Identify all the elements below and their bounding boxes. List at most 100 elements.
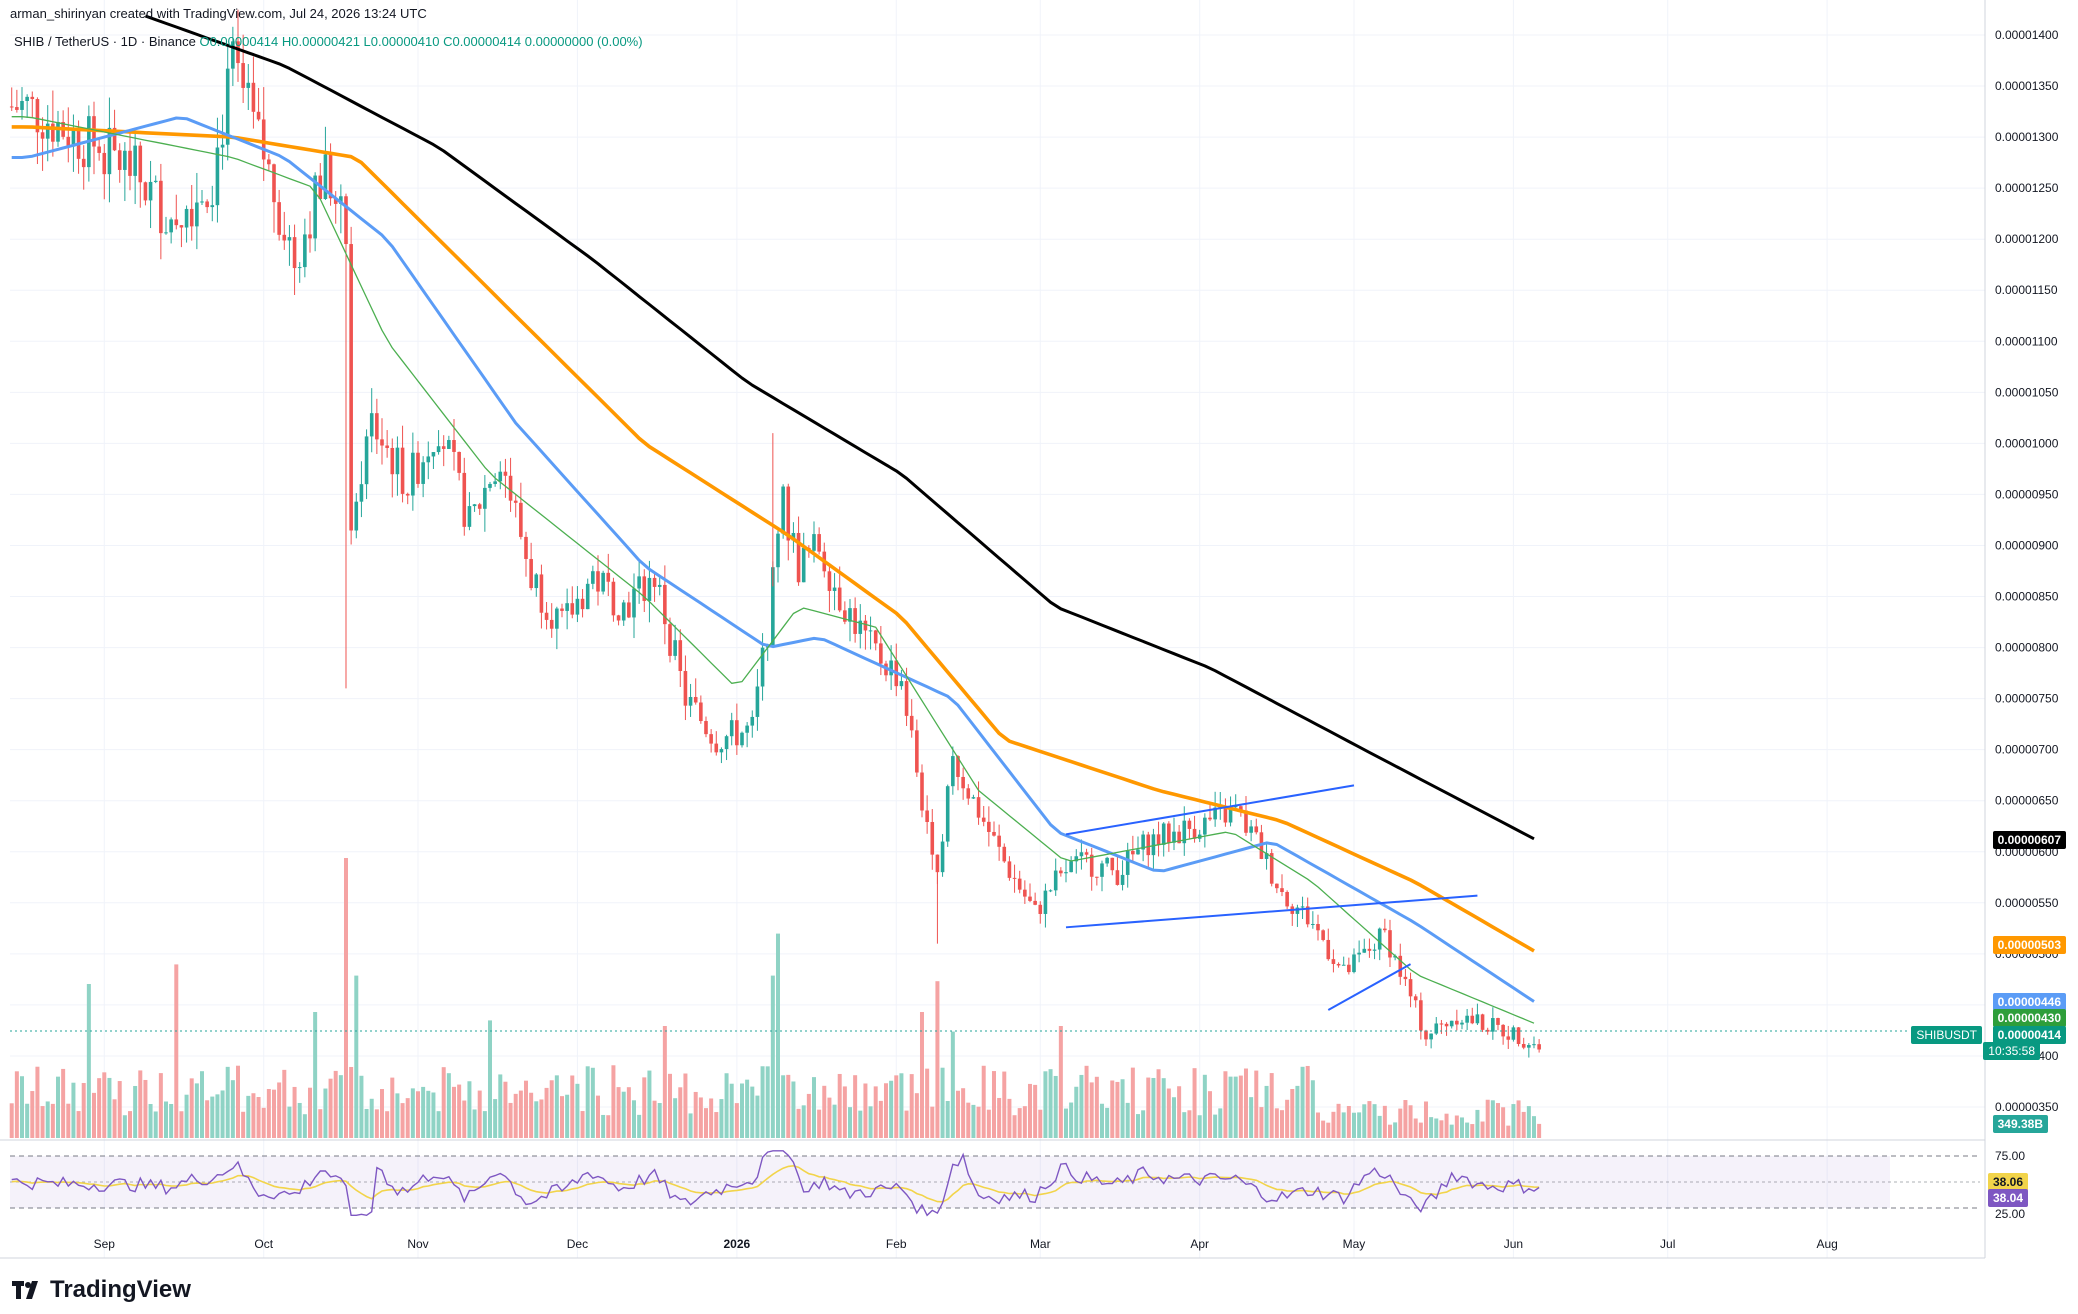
candle-body bbox=[1167, 823, 1171, 843]
candle-body bbox=[1182, 820, 1187, 844]
volume-bar bbox=[1130, 1067, 1135, 1138]
volume-bar bbox=[1012, 1115, 1017, 1138]
candle-body bbox=[1249, 826, 1253, 833]
candle-body bbox=[159, 180, 163, 234]
candle-body bbox=[256, 111, 261, 120]
volume-bar bbox=[631, 1100, 636, 1138]
time-tick-label: May bbox=[1343, 1237, 1366, 1251]
candle-body bbox=[1156, 834, 1161, 845]
candle-body bbox=[1352, 954, 1356, 973]
volume-bar bbox=[282, 1069, 287, 1138]
candle-body bbox=[102, 152, 107, 175]
trend-line[interactable] bbox=[1327, 963, 1412, 1011]
tradingview-brand[interactable]: TradingView bbox=[12, 1276, 191, 1304]
volume-bar bbox=[981, 1065, 986, 1138]
volume-bar bbox=[1141, 1110, 1146, 1138]
volume-bar bbox=[487, 1020, 492, 1138]
candle-body bbox=[549, 619, 554, 629]
candle-body bbox=[981, 817, 986, 822]
candle-body bbox=[801, 547, 806, 583]
volume-bar bbox=[853, 1075, 858, 1138]
candle-body bbox=[1475, 1014, 1480, 1024]
candle-body bbox=[987, 821, 991, 832]
price-tick-label: 0.00000900 bbox=[1995, 538, 2059, 552]
volume-bar bbox=[1362, 1104, 1367, 1138]
created-by-text: arman_shirinyan created with TradingView… bbox=[10, 6, 427, 21]
candle-body bbox=[231, 41, 235, 69]
volume-bar bbox=[493, 1099, 498, 1138]
volume-bar bbox=[1151, 1077, 1156, 1138]
candle-body bbox=[1331, 959, 1336, 964]
candle-body bbox=[215, 147, 220, 206]
candle-body bbox=[632, 588, 636, 618]
candle-body bbox=[251, 82, 256, 112]
candle-body bbox=[1023, 889, 1027, 897]
volume-bar bbox=[1264, 1085, 1269, 1138]
candle-body bbox=[153, 180, 158, 182]
volume-bar bbox=[1079, 1074, 1084, 1138]
volume-bar bbox=[832, 1104, 837, 1138]
volume-bar bbox=[1434, 1118, 1439, 1138]
ma200-price-label: 0.00000607 bbox=[1992, 831, 2066, 849]
candle-body bbox=[1043, 890, 1048, 914]
volume-bar bbox=[1408, 1105, 1413, 1138]
candle-body bbox=[441, 446, 446, 449]
price-tick-label: 0.00000350 bbox=[1995, 1100, 2059, 1114]
volume-bar bbox=[66, 1103, 71, 1138]
candle-body bbox=[1115, 870, 1120, 885]
trend-lines[interactable] bbox=[1065, 784, 1478, 1011]
candle-body bbox=[1172, 831, 1176, 843]
candle-body bbox=[1336, 963, 1341, 966]
volume-bar bbox=[1480, 1121, 1485, 1138]
price-tick-label: 0.00001100 bbox=[1995, 334, 2058, 348]
volume-bar bbox=[313, 1012, 318, 1138]
candle-body bbox=[241, 63, 245, 88]
candle-body bbox=[1146, 834, 1151, 856]
volume-bar bbox=[1135, 1114, 1140, 1138]
volume-bar bbox=[580, 1111, 585, 1138]
volume-bar bbox=[1048, 1069, 1053, 1138]
ma100-price-label: 0.00000503 bbox=[1992, 936, 2066, 954]
volume-bar bbox=[1495, 1103, 1500, 1138]
volume-bar bbox=[513, 1093, 518, 1138]
price-axis[interactable]: 0.00001400 0.00001350 0.00001300 0.00001250… bbox=[1995, 28, 2059, 1114]
candle-body bbox=[673, 640, 677, 656]
volume-bar bbox=[1511, 1104, 1516, 1138]
candle-body bbox=[534, 574, 539, 589]
volume-bar bbox=[1315, 1112, 1320, 1138]
candle-body bbox=[663, 584, 667, 625]
volume-bar bbox=[770, 975, 775, 1138]
rsi-upper-label: 75.00 bbox=[1995, 1149, 2025, 1163]
time-axis[interactable]: Sep Oct Nov Dec 2026 Feb Mar Apr May Jun Jul Aug bbox=[94, 1237, 1838, 1251]
volume-bar bbox=[827, 1097, 832, 1138]
candle-body bbox=[436, 446, 441, 453]
candle-body bbox=[539, 574, 544, 613]
candlesticks[interactable] bbox=[9, 9, 1541, 1058]
candle-body bbox=[452, 440, 456, 452]
candle-body bbox=[1187, 820, 1192, 829]
candle-body bbox=[899, 681, 904, 687]
candle-body bbox=[1485, 1029, 1490, 1032]
candle-body bbox=[354, 501, 359, 531]
volume-bar bbox=[246, 1095, 251, 1138]
candle-body bbox=[1038, 904, 1043, 914]
volume-bar bbox=[143, 1079, 148, 1138]
volume-bar bbox=[1228, 1076, 1233, 1138]
candle-body bbox=[904, 681, 909, 716]
volume-bar bbox=[667, 1073, 672, 1138]
candle-body bbox=[1177, 831, 1181, 844]
volume-bar bbox=[364, 1108, 369, 1138]
volume-bar bbox=[20, 1076, 25, 1138]
candle-body bbox=[467, 506, 472, 527]
volume-bar bbox=[266, 1089, 271, 1138]
volume-bar bbox=[637, 1114, 642, 1138]
candle-body bbox=[719, 749, 724, 753]
trend-line[interactable] bbox=[1065, 784, 1355, 836]
candle-body bbox=[817, 534, 821, 552]
trend-line[interactable] bbox=[1065, 894, 1478, 929]
candle-body bbox=[688, 696, 693, 706]
volume-bar bbox=[847, 1107, 852, 1138]
volume-bar bbox=[621, 1091, 626, 1138]
symbol-legend[interactable]: SHIB / TetherUS · 1D · Binance O0.000004… bbox=[14, 34, 643, 49]
